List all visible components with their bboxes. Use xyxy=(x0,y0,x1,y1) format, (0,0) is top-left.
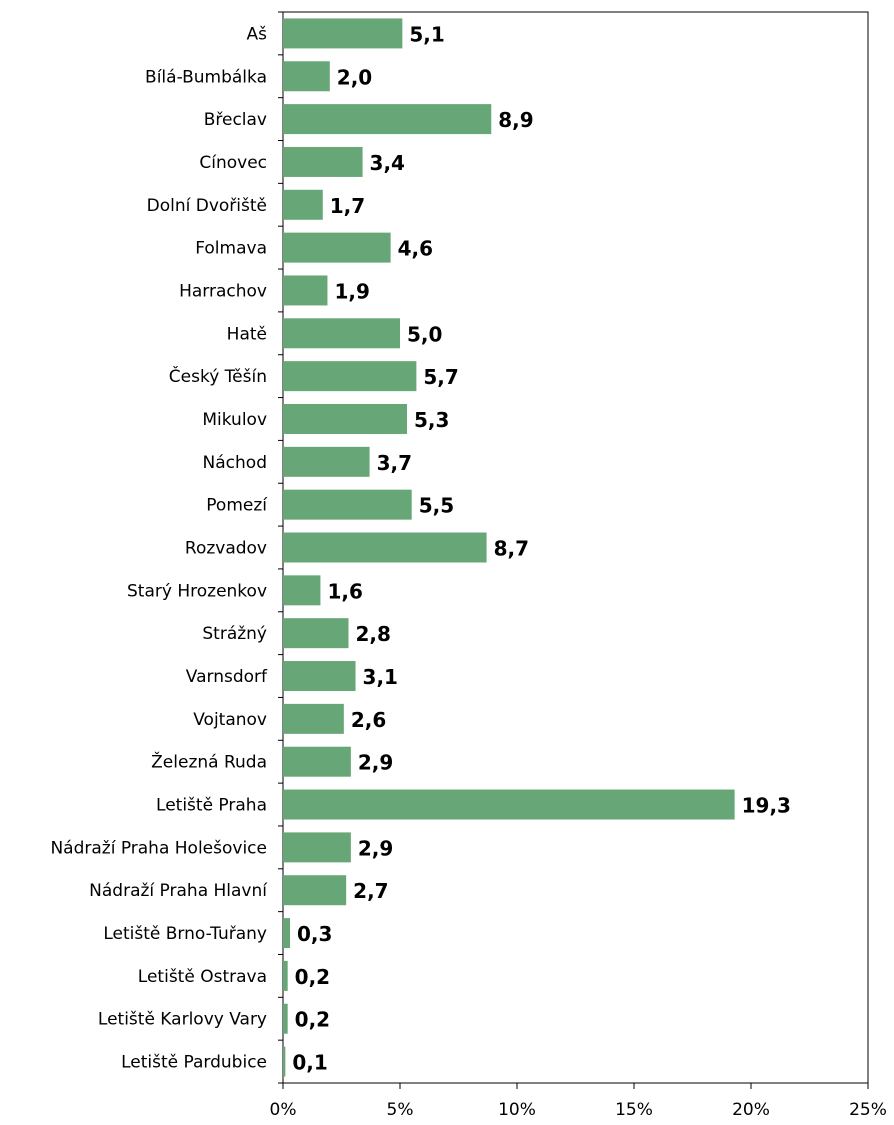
data-label: 2,7 xyxy=(353,879,388,903)
category-label: Břeclav xyxy=(204,110,267,130)
data-label: 5,0 xyxy=(407,322,442,346)
data-label: 8,7 xyxy=(494,537,529,561)
bar xyxy=(283,532,487,563)
data-label: 1,7 xyxy=(330,194,365,218)
data-label: 0,1 xyxy=(292,1051,327,1075)
bar xyxy=(283,146,363,177)
x-axis: 0% 5% 10% 15% 20% 25% xyxy=(270,1083,887,1120)
bar xyxy=(283,61,330,92)
bar xyxy=(283,104,492,135)
bar xyxy=(283,661,356,692)
category-label: Pomezí xyxy=(206,496,268,516)
category-label: Strážný xyxy=(202,624,267,644)
bar xyxy=(283,618,349,649)
category-label: Hatě xyxy=(227,324,267,344)
category-label: Rozvadov xyxy=(185,539,267,559)
data-label: 5,3 xyxy=(414,408,449,432)
data-label: 2,0 xyxy=(337,65,372,89)
category-label: Náchod xyxy=(203,453,267,473)
x-tick-label: 25% xyxy=(849,1100,887,1120)
data-label: 0,3 xyxy=(297,922,332,946)
category-label: Bílá-Bumbálka xyxy=(145,67,267,87)
data-label: 5,1 xyxy=(409,22,444,46)
bar xyxy=(283,189,323,220)
category-label: Cínovec xyxy=(199,153,267,173)
bar xyxy=(283,18,403,49)
data-label: 5,7 xyxy=(423,365,458,389)
data-label: 3,1 xyxy=(363,665,398,689)
category-label: Harrachov xyxy=(179,281,267,301)
bar xyxy=(283,1046,286,1077)
data-label: 0,2 xyxy=(295,1008,330,1032)
data-label: 0,2 xyxy=(295,965,330,989)
bar xyxy=(283,361,417,392)
bar xyxy=(283,918,291,949)
bar xyxy=(283,489,412,520)
data-label: 3,7 xyxy=(377,451,412,475)
category-labels: Aš Bílá-Bumbálka Břeclav Cínovec Dolní Dvoři… xyxy=(50,24,268,1072)
data-label: 2,9 xyxy=(358,836,393,860)
data-label: 3,4 xyxy=(370,151,405,175)
x-tick-label: 20% xyxy=(732,1100,770,1120)
data-label: 1,6 xyxy=(327,579,362,603)
data-label: 2,9 xyxy=(358,751,393,775)
x-tick-label: 0% xyxy=(270,1100,297,1120)
category-label: Varnsdorf xyxy=(186,667,268,687)
bar xyxy=(283,960,288,991)
bar xyxy=(283,832,351,863)
bar xyxy=(283,403,408,434)
bar xyxy=(283,575,321,606)
category-label: Vojtanov xyxy=(193,710,267,730)
bars-group xyxy=(283,18,735,1077)
bar xyxy=(283,446,370,477)
data-label: 5,5 xyxy=(419,494,454,518)
category-label: Nádraží Praha Holešovice xyxy=(50,838,267,858)
category-label: Letiště Pardubice xyxy=(121,1053,267,1073)
category-label: Letiště Brno-Tuřany xyxy=(103,924,267,944)
bar xyxy=(283,318,400,349)
data-label: 2,6 xyxy=(351,708,386,732)
data-label: 4,6 xyxy=(398,237,433,261)
value-labels: 5,1 2,0 8,9 3,41,7 4,6 1,9 5,0 5,7 5,33,7 5,5 8,7 1… xyxy=(292,22,791,1074)
data-label: 19,3 xyxy=(742,794,791,818)
category-label: Letiště Praha xyxy=(156,796,267,816)
category-label: Dolní Dvořiště xyxy=(147,196,267,216)
bar xyxy=(283,232,391,263)
bar xyxy=(283,275,328,306)
category-label: Nádraží Praha Hlavní xyxy=(89,881,268,901)
x-tick-label: 10% xyxy=(498,1100,536,1120)
x-tick-label: 5% xyxy=(387,1100,414,1120)
category-label: Aš xyxy=(247,24,268,44)
data-label: 8,9 xyxy=(498,108,533,132)
bar xyxy=(283,1003,288,1034)
category-label: Folmava xyxy=(195,239,267,259)
category-label: Letiště Karlovy Vary xyxy=(98,1010,267,1030)
category-label: Mikulov xyxy=(202,410,267,430)
x-tick-label: 15% xyxy=(615,1100,653,1120)
data-label: 1,9 xyxy=(334,279,369,303)
bar xyxy=(283,703,344,734)
bar xyxy=(283,875,347,906)
category-label: Český Těšín xyxy=(169,365,267,387)
bar xyxy=(283,746,351,777)
category-label: Letiště Ostrava xyxy=(138,967,267,987)
category-label: Železná Ruda xyxy=(151,751,267,773)
data-label: 2,8 xyxy=(356,622,391,646)
category-label: Starý Hrozenkov xyxy=(127,581,267,601)
bar xyxy=(283,789,735,820)
